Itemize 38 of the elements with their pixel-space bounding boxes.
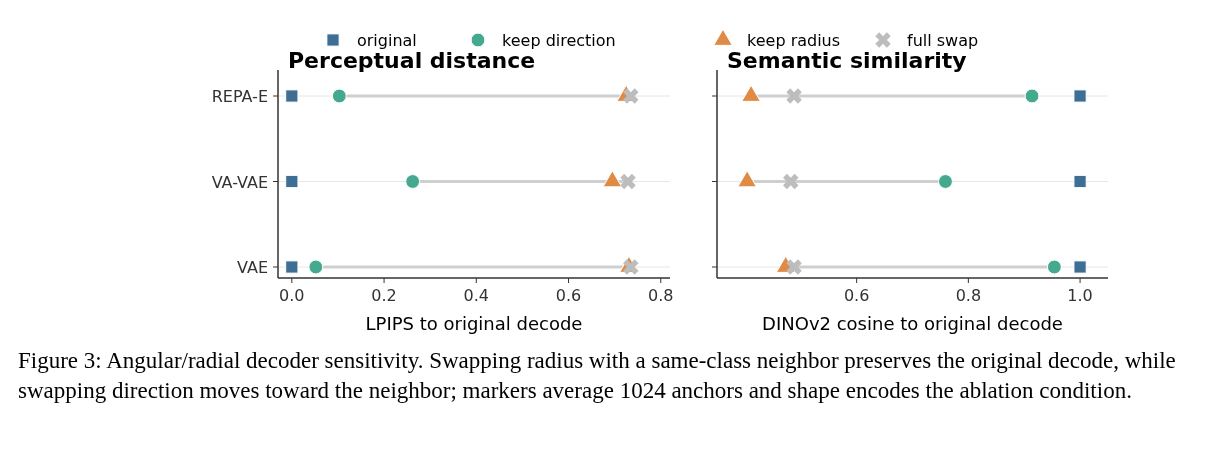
- point: [285, 260, 299, 274]
- y-tick-label: REPA-E: [211, 87, 268, 106]
- y-tick-label: VA-VAE: [211, 172, 268, 192]
- x-tick-label: 0.8: [955, 286, 982, 305]
- x-tick-label: 0.0: [279, 286, 305, 305]
- point: [1024, 88, 1040, 104]
- point: [1073, 260, 1087, 274]
- point: [623, 88, 639, 104]
- point: [620, 173, 636, 190]
- x-tick-label: 0.6: [843, 286, 870, 305]
- chart-title: Semantic similarity: [727, 48, 967, 73]
- point: [331, 88, 347, 104]
- x-tick-label: 0.8: [648, 286, 674, 305]
- point: [623, 259, 639, 275]
- point: [786, 259, 802, 275]
- point: [1073, 89, 1087, 103]
- point: [308, 259, 324, 275]
- x-tick-label: 0.2: [371, 286, 397, 305]
- x-tick-label: 1.0: [1067, 286, 1093, 305]
- point: [786, 88, 802, 104]
- y-tick-label: VAE: [237, 258, 268, 277]
- x-tick-label: 0.6: [555, 286, 582, 305]
- legend-label: full swap: [907, 31, 979, 50]
- point: [285, 174, 299, 189]
- caption: Figure 3: Angular/radial decoder sensitivity. Swapping radius with a same-class neighbor preserves the original decode, while swapping direction moves toward the neighbor; markers average 1024 anchors and shape encodes the ablation condition.: [17, 347, 1177, 405]
- legend-label: keep radius: [747, 31, 841, 50]
- x-axis-title: DINOv2 cosine to original decode: [762, 313, 1063, 334]
- chart-title: Perceptual distance: [288, 48, 536, 73]
- point: [938, 174, 953, 189]
- x-axis-title: LPIPS to original decode: [365, 313, 583, 334]
- point: [1046, 259, 1062, 275]
- point: [405, 174, 421, 189]
- legend-label: keep direction: [502, 31, 616, 50]
- point: [782, 173, 799, 190]
- point: [285, 89, 299, 103]
- point: [1073, 174, 1087, 189]
- x-tick-label: 0.4: [463, 286, 490, 305]
- legend-label: original: [357, 31, 417, 50]
